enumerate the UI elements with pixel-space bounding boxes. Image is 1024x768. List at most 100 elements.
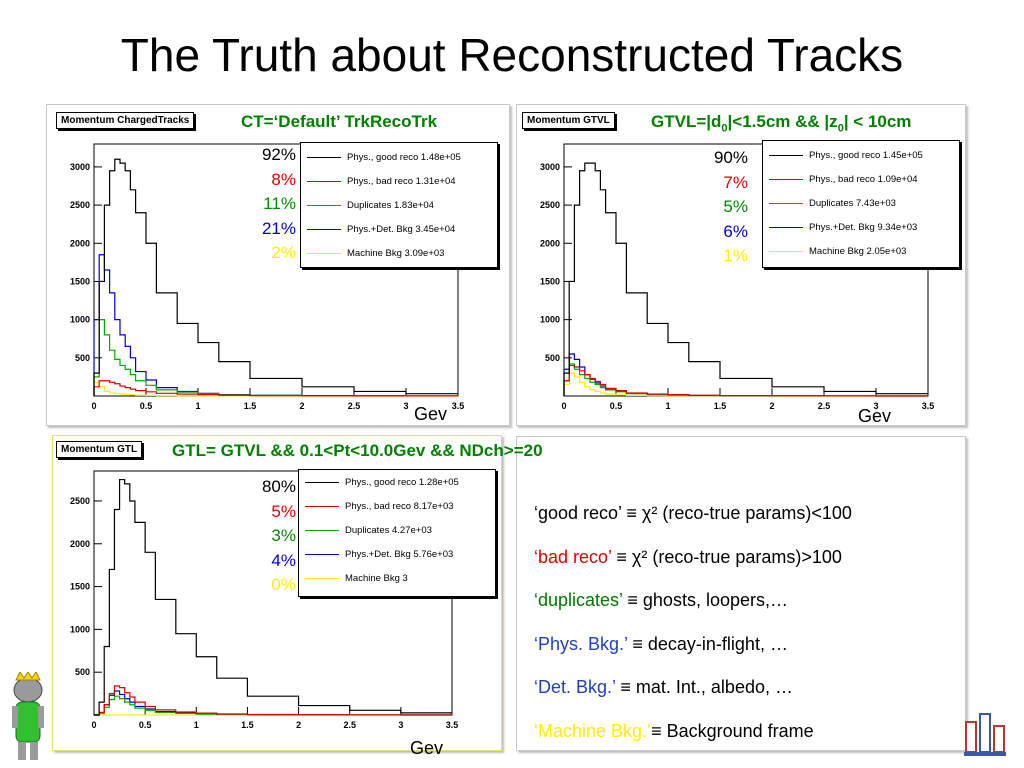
definition-item: ‘Det. Bkg.’ ≡ mat. Int., albedo, …	[534, 666, 852, 710]
definition-text: ≡ mat. Int., albedo, …	[620, 677, 793, 697]
legend-entry: Phys., good reco 1.28e+05	[305, 476, 459, 490]
x-tick-label: 2.5	[343, 720, 356, 730]
definition-text: ≡ ghosts, loopers,…	[627, 590, 788, 610]
y-tick-label: 1000	[70, 624, 90, 634]
legend-entry: Duplicates 7.43e+03	[769, 197, 896, 211]
cut-label: GTL= GTVL && 0.1<Pt<10.0Gev && NDch>=20	[172, 441, 543, 460]
series-machine	[93, 381, 458, 397]
y-tick-label: 1500	[70, 582, 90, 592]
hist-title: Momentum GTL	[56, 441, 143, 458]
percent-bkg: 6%	[723, 221, 748, 241]
y-tick-label: 1500	[540, 276, 560, 286]
x-tick-label: 2	[296, 720, 301, 730]
percent-duplicates: 5%	[723, 197, 748, 216]
legend-entry: Machine Bkg 3.09e+03	[307, 247, 444, 261]
x-tick-label: 0.5	[140, 401, 153, 411]
legend-entry: Duplicates 1.83e+04	[307, 199, 434, 213]
x-tick-label: 0	[91, 401, 96, 411]
x-tick-label: 1	[194, 720, 199, 730]
y-tick-label: 3000	[540, 162, 560, 172]
legend-entry: Phys.+Det. Bkg 3.45e+04	[307, 223, 455, 237]
x-tick-label: 1.5	[714, 401, 727, 411]
series-bad-reco	[94, 685, 452, 716]
x-tick-label: 3.5	[446, 720, 459, 730]
percent-bad: 7%	[723, 172, 748, 192]
legend-entry: Machine Bkg 3	[305, 572, 408, 586]
histogram-panel: 0 0.5 1 1.5 2 2.5 3 3.5 500 1000 1500 2000 2500 3000 …	[46, 104, 508, 424]
definition-item: ‘Machine Bkg.’≡ Background frame	[534, 710, 852, 754]
series-good-reco	[94, 478, 452, 716]
histogram-panel: 0 0.5 1 1.5 2 2.5 3 3.5 500 1000 1500 2000 2500 3000 …	[516, 104, 964, 424]
series-good-reco	[93, 158, 458, 396]
gev-label: Gev	[858, 406, 892, 426]
definition-text: ≡ Background frame	[651, 720, 814, 741]
legend-entry: Phys., bad reco 8.17e+03	[305, 500, 454, 514]
mascot-icon	[12, 672, 44, 760]
y-tick-label: 2000	[70, 238, 90, 248]
definition-term: ‘duplicates’	[534, 590, 623, 610]
x-tick-label: 1.5	[244, 401, 257, 411]
percent-good: 80%	[261, 477, 296, 496]
percent-bad: 8%	[271, 169, 296, 189]
percent-machine: 0%	[271, 575, 296, 594]
legend: Phys., good reco 1.45e+05 Phys., bad rec…	[762, 140, 960, 268]
y-tick-label: 500	[545, 353, 560, 363]
legend-entry: Phys., bad reco 1.31e+04	[307, 175, 456, 189]
y-tick-label: 2000	[70, 539, 90, 549]
lab-logo-icon	[964, 713, 1006, 756]
x-tick-label: 1	[195, 401, 200, 411]
y-tick-label: 2500	[70, 496, 90, 506]
legend-entry: Phys., good reco 1.45e+05	[769, 149, 923, 163]
definition-text: ≡ χ² (reco-true params)>100	[616, 546, 842, 567]
y-tick-label: 1000	[540, 315, 560, 325]
legend-entry: Phys.+Det. Bkg 5.76e+03	[305, 548, 453, 562]
definition-term: ‘Phys. Bkg.’	[534, 633, 628, 654]
definition-term: ‘Machine Bkg.’	[534, 720, 652, 741]
y-tick-label: 2500	[70, 200, 90, 210]
slide-title: The Truth about Reconstructed Tracks	[120, 29, 904, 81]
definition-term: ‘Det. Bkg.’	[534, 677, 616, 697]
x-tick-label: 3	[398, 720, 403, 730]
x-tick-label: 2.5	[348, 401, 361, 411]
percent-list: 92% 8% 11% 21% 2%	[242, 143, 296, 266]
legend: Phys., good reco 1.28e+05 Phys., bad rec…	[298, 469, 496, 597]
x-tick-label: 2	[769, 401, 774, 411]
percent-good: 90%	[713, 148, 748, 167]
definition-text: ≡ χ² (reco-true params)<100	[626, 503, 852, 523]
percent-bad: 5%	[271, 501, 296, 521]
x-tick-label: 1	[665, 401, 670, 411]
y-tick-label: 500	[75, 353, 90, 363]
definitions-list: ‘good reco’ ≡ χ² (reco-true params)<100 …	[534, 492, 852, 753]
x-tick-label: 0	[91, 720, 96, 730]
percent-duplicates: 3%	[271, 526, 296, 545]
definition-text: ≡ decay-in-flight, …	[632, 633, 788, 654]
series-bad-reco	[563, 364, 928, 397]
percent-bkg: 21%	[261, 218, 296, 238]
x-tick-label: 2	[299, 401, 304, 411]
definition-item: ‘good reco’ ≡ χ² (reco-true params)<100	[534, 492, 852, 536]
x-tick-label: 3	[403, 401, 408, 411]
percent-good: 92%	[261, 145, 296, 164]
series-bad-reco	[93, 380, 458, 397]
y-tick-label: 2000	[540, 238, 560, 248]
definition-term: ‘good reco’	[534, 503, 622, 523]
percent-machine: 1%	[723, 246, 748, 265]
percent-list: 90% 7% 5% 6% 1%	[696, 146, 748, 269]
y-tick-label: 500	[75, 667, 90, 677]
x-tick-label: 0	[561, 401, 566, 411]
legend-entry: Phys., good reco 1.48e+05	[307, 151, 461, 165]
definitions-frame	[516, 436, 966, 751]
legend: Phys., good reco 1.48e+05 Phys., bad rec…	[300, 142, 498, 268]
x-tick-label: 0.5	[139, 720, 152, 730]
cut-label: CT=‘Default’ TrkRecoTrk	[241, 112, 438, 131]
hist-title: Momentum GTVL	[522, 112, 615, 129]
y-tick-label: 2500	[540, 200, 560, 210]
legend-entry: Phys., bad reco 1.09e+04	[769, 173, 918, 187]
y-tick-label: 3000	[70, 162, 90, 172]
definition-term: ‘bad reco’	[534, 546, 612, 567]
y-tick-label: 1000	[70, 315, 90, 325]
percent-bkg: 4%	[271, 550, 296, 570]
x-tick-label: 3.5	[922, 401, 935, 411]
x-tick-label: 0.5	[610, 401, 623, 411]
gev-label: Gev	[410, 738, 444, 758]
